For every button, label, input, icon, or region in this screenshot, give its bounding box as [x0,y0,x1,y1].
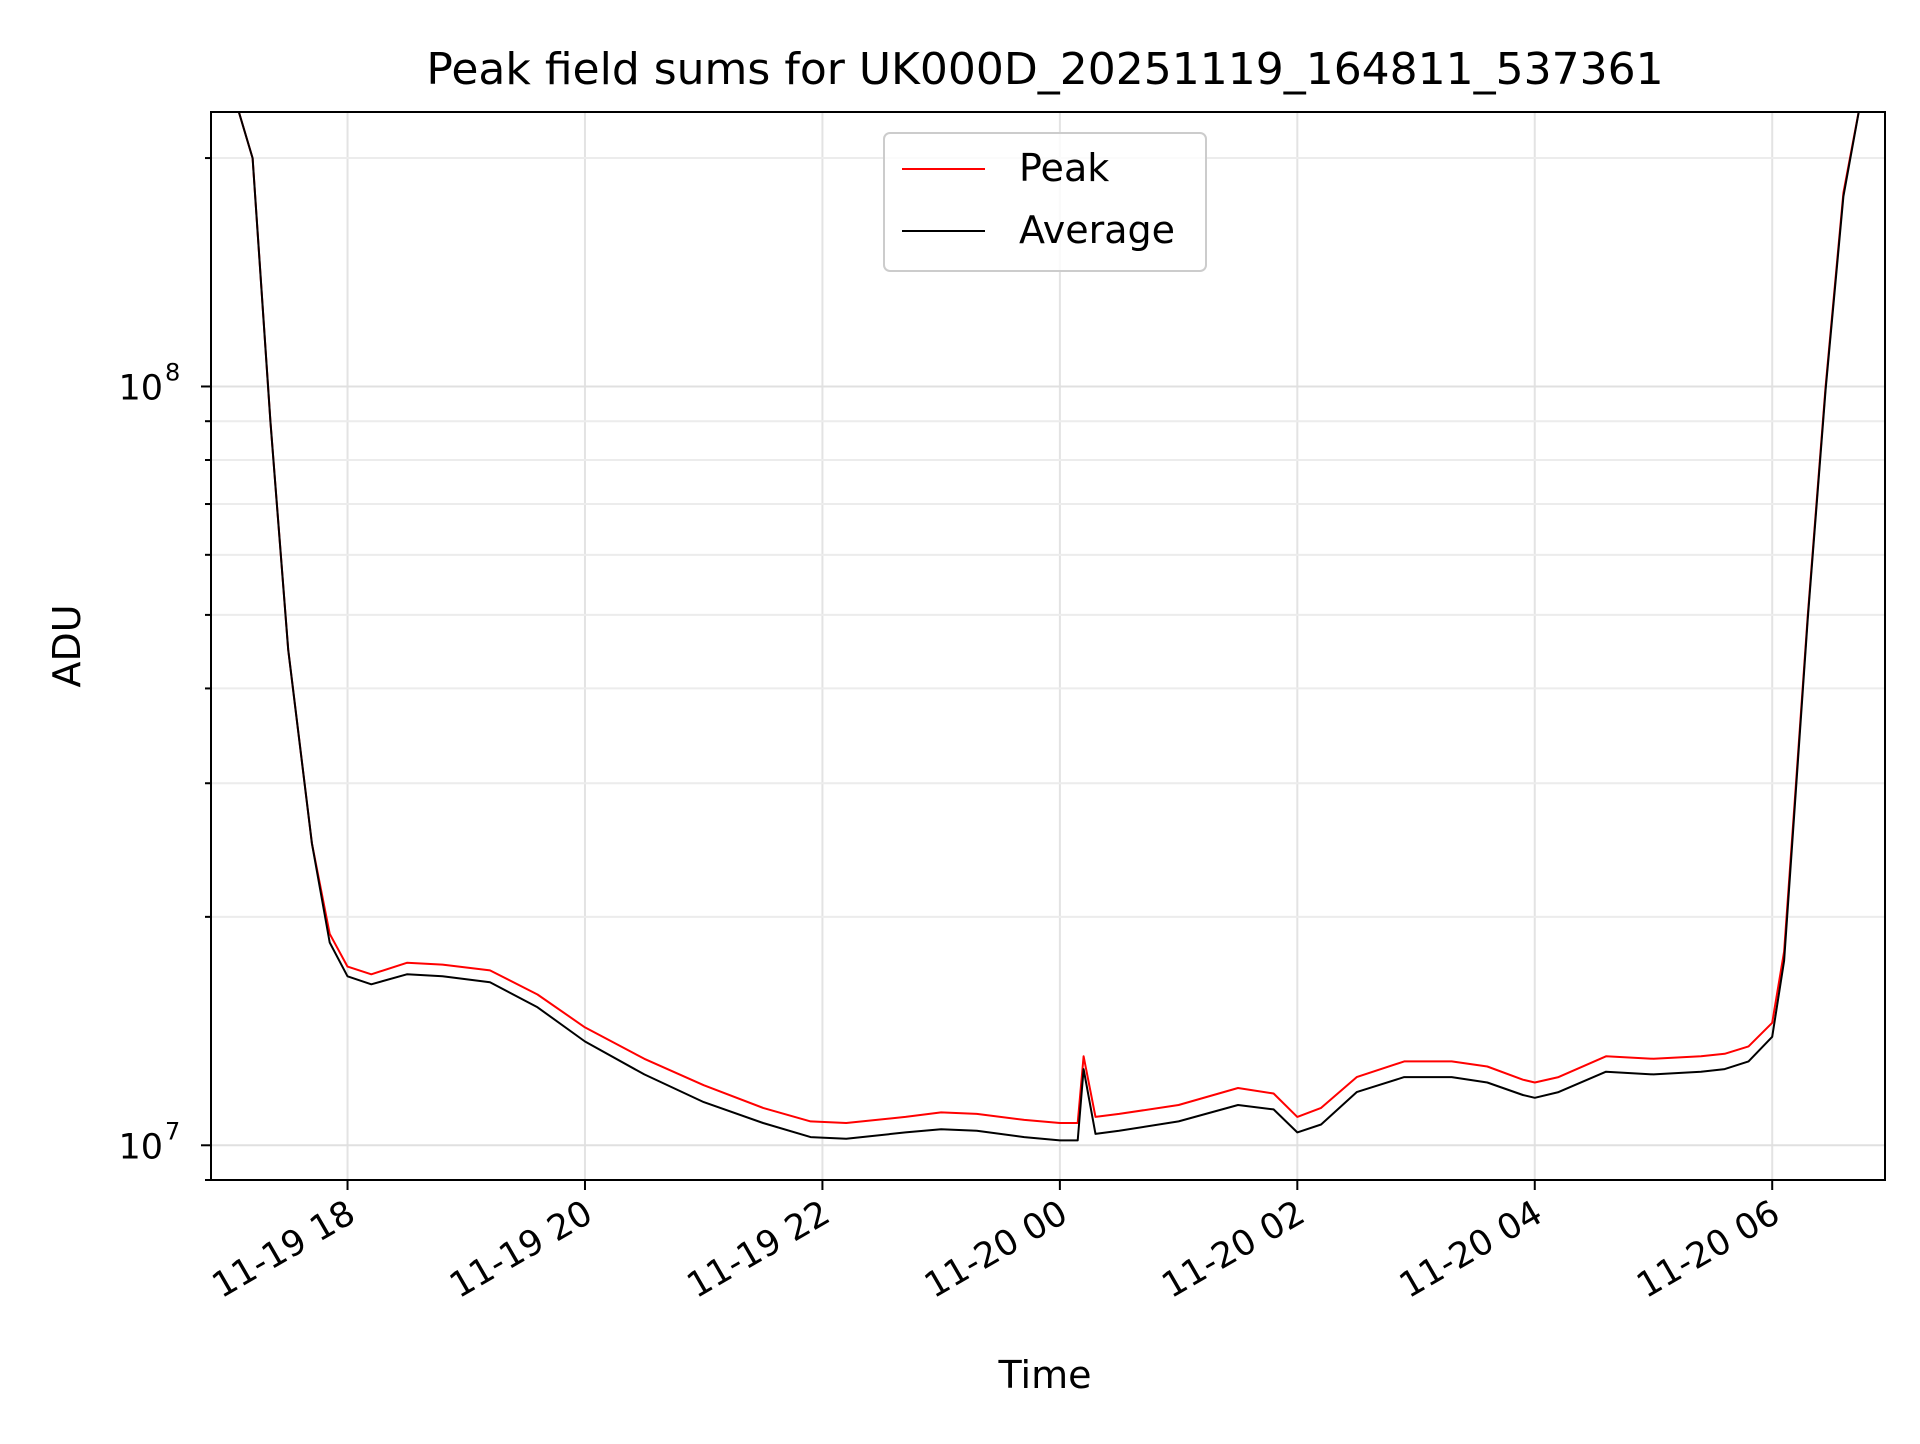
y-tick-label-exponent: 8 [165,358,180,386]
legend-label-average: Average [1019,208,1175,252]
y-tick-label-exponent: 7 [165,1117,180,1145]
y-tick-label: 10 8 [118,358,180,408]
x-axis-label: Time [998,1353,1092,1397]
y-tick-label-base: 10 [118,1127,163,1167]
chart-title: Peak field sums for UK000D_20251119_1648… [426,44,1663,95]
y-tick-label-base: 10 [118,368,163,408]
series-lines [237,112,1860,1142]
legend-label-peak: Peak [1019,146,1109,190]
series-line-peak [237,112,1860,1124]
series-line-average [237,112,1860,1142]
legend: Peak Average [883,132,1207,272]
y-axis-label: ADU [45,604,89,687]
plot-frame [210,111,1886,1181]
legend-box [883,132,1207,272]
y-tick-label: 10 7 [118,1117,180,1167]
